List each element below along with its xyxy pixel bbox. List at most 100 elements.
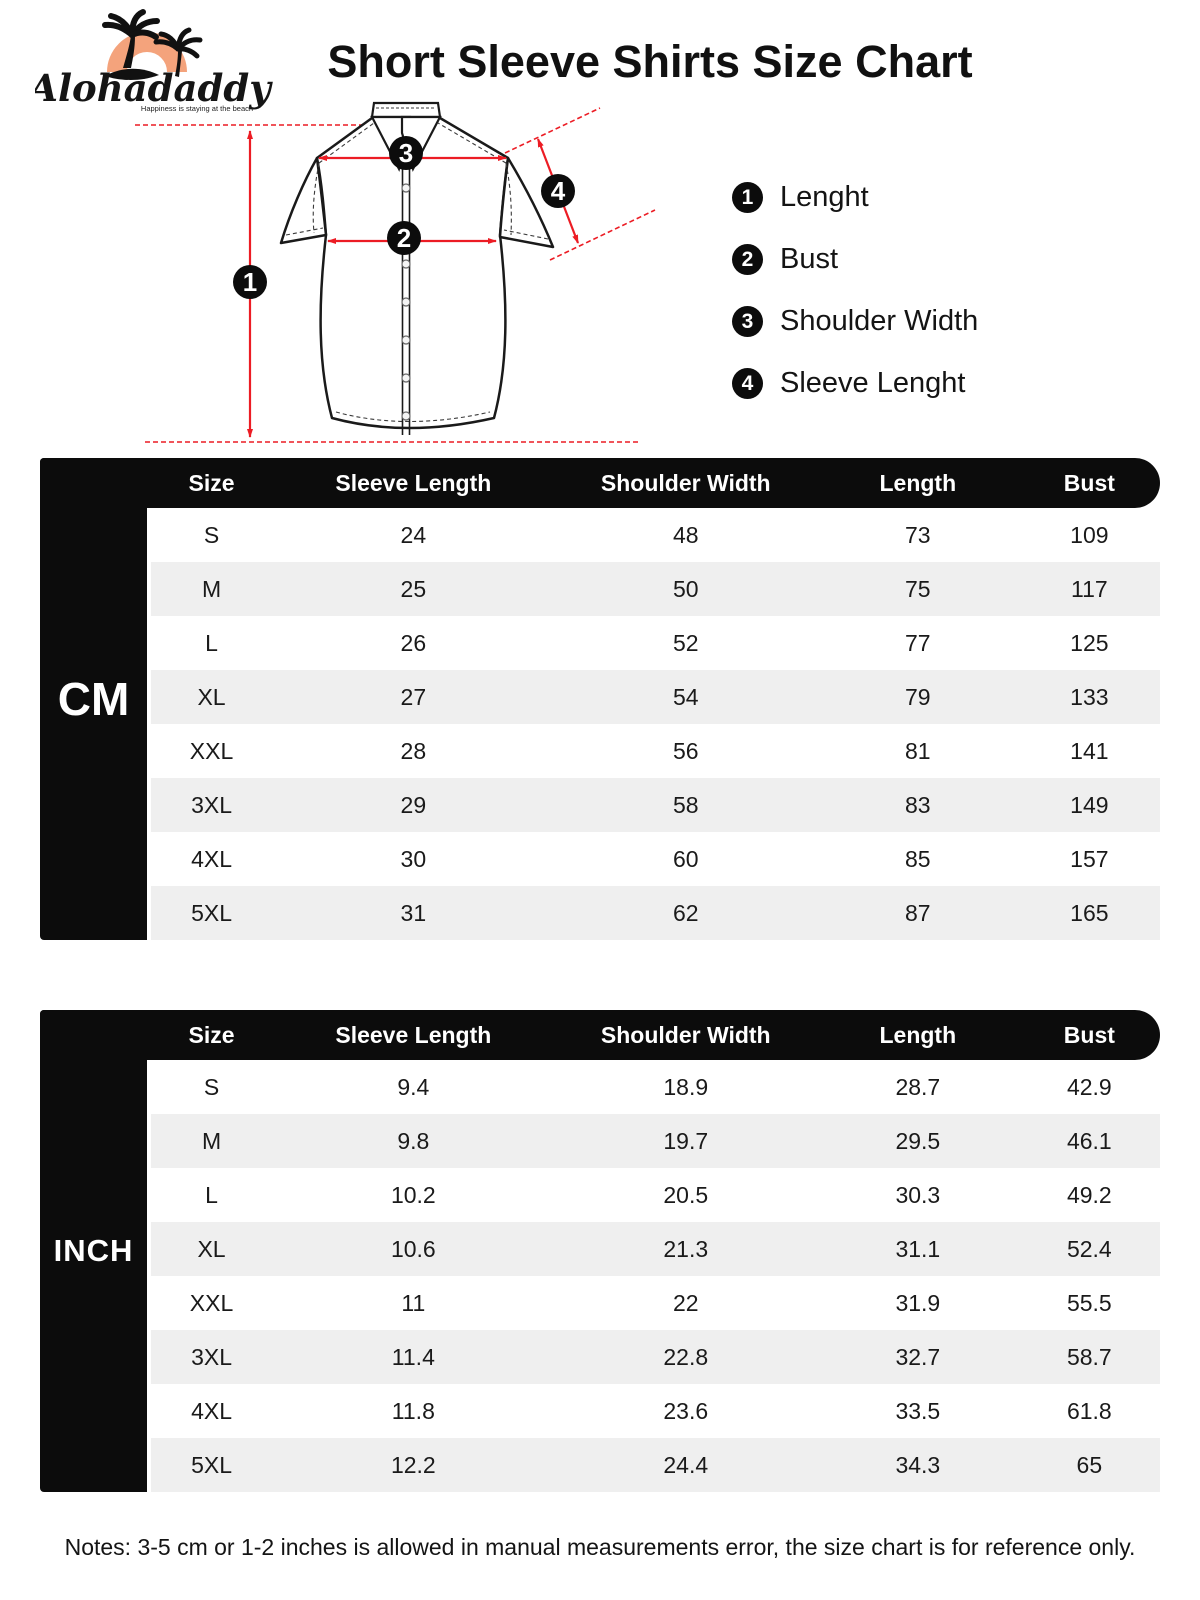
header-cell: Shoulder Width <box>600 469 771 496</box>
table-cell: XL <box>197 683 226 710</box>
table-cell: 19.7 <box>663 1127 709 1154</box>
table-cell: 22.8 <box>663 1343 709 1370</box>
table-cell: XXL <box>189 737 234 764</box>
header-cell: Shoulder Width <box>600 1021 771 1048</box>
table-cell: 29.5 <box>895 1127 941 1154</box>
table-row: S 9.4 18.9 28.7 42.9 <box>151 1060 1160 1114</box>
table-cell: 87 <box>905 899 931 926</box>
table-cell: 11.8 <box>391 1397 435 1424</box>
table-row: 3XL 11.4 22.8 32.7 58.7 <box>151 1330 1160 1384</box>
table-cell: 62 <box>672 899 699 926</box>
palm-trunk-small-icon <box>175 50 182 77</box>
table-cell: 60 <box>672 845 699 872</box>
table-cell: 65 <box>1076 1451 1103 1478</box>
header-cell: Length <box>879 469 957 496</box>
legend-label-bust: Bust <box>780 243 839 275</box>
table-cell: 141 <box>1070 737 1109 764</box>
island-ground-icon <box>105 68 159 80</box>
table-cell: 79 <box>905 683 931 710</box>
table-cell: 18.9 <box>663 1073 709 1100</box>
measure-guides <box>135 124 640 443</box>
badge-3: 3 <box>389 136 423 170</box>
palm-tree-icon <box>102 9 160 40</box>
header-cell: Sleeve Length <box>335 1021 492 1048</box>
header-cell: Sleeve Length <box>335 469 492 496</box>
table-row: XXL 11 22 31.9 55.5 <box>151 1276 1160 1330</box>
table-row: 5XL 12.2 24.4 34.3 65 <box>151 1438 1160 1492</box>
table-cell: 24 <box>400 521 427 548</box>
table-cell: XL <box>197 1235 226 1262</box>
table-cell: 58 <box>672 791 699 818</box>
table-cell: 133 <box>1070 683 1109 710</box>
table-header-cm: Size Sleeve Length Shoulder Width Length Bus… <box>40 458 1160 508</box>
table-cell: 4XL <box>191 845 232 872</box>
table-row: XL 10.6 21.3 31.1 52.4 <box>151 1222 1160 1276</box>
table-cell: 30.3 <box>895 1181 941 1208</box>
table-cell: S <box>203 521 220 548</box>
legend-badge-2: 2 <box>732 244 763 275</box>
measurement-legend: 1 Lenght 2 Bust 3 Shoulder Width 4 Sleev… <box>732 181 979 430</box>
svg-text:4: 4 <box>551 176 566 206</box>
legend-label-shoulder-width: Shoulder Width <box>780 305 979 337</box>
table-cell: 29 <box>400 791 427 818</box>
brand-tagline: Happiness is staying at the beach <box>141 104 253 113</box>
table-cell: 3XL <box>191 791 232 818</box>
table-cell: 52.4 <box>1066 1235 1112 1262</box>
table-rows-inch: S 9.4 18.9 28.7 42.9 M 9.8 19.7 29.5 46.1 L 10.2 20.… <box>151 1060 1160 1492</box>
table-row: 5XL 31 62 87 165 <box>151 886 1160 940</box>
unit-label-cm: CM <box>40 458 147 940</box>
table-cell: 58.7 <box>1066 1343 1112 1370</box>
table-cell: 85 <box>905 845 931 872</box>
table-cell: 117 <box>1071 575 1108 602</box>
table-row: 4XL 30 60 85 157 <box>151 832 1160 886</box>
legend-badge-1: 1 <box>732 182 763 213</box>
legend-label-sleeve-length: Sleeve Lenght <box>780 367 966 399</box>
table-cell: 149 <box>1070 791 1109 818</box>
table-cell: 50 <box>672 575 699 602</box>
page-title: Short Sleeve Shirts Size Chart <box>327 36 973 87</box>
header-cell: Bust <box>1063 1021 1115 1048</box>
sleeve-guide-lower <box>549 209 656 261</box>
table-cell: 56 <box>672 737 699 764</box>
table-cell: 77 <box>905 629 931 656</box>
table-cell: 83 <box>905 791 931 818</box>
svg-text:3: 3 <box>399 138 413 168</box>
table-cell: 52 <box>672 629 699 656</box>
table-cell: 28.7 <box>895 1073 941 1100</box>
table-row: M 25 50 75 117 <box>151 562 1160 616</box>
header-cell: Size <box>188 469 235 496</box>
unit-label-inch: INCH <box>40 1010 147 1492</box>
measure-badges: 1 2 3 4 <box>233 136 575 299</box>
table-cell: 23.6 <box>663 1397 709 1424</box>
brand-logo: Alohadaddy Happiness is staying at the b… <box>35 9 273 113</box>
table-cell: 24.4 <box>663 1451 709 1478</box>
shirt-diagram: 1 2 3 4 <box>135 101 656 443</box>
table-cell: 3XL <box>191 1343 232 1370</box>
table-cell: 46.1 <box>1066 1127 1112 1154</box>
sleeve-guide-upper <box>504 107 601 154</box>
legend-item-sleeve-length: 4 Sleeve Lenght <box>732 367 978 399</box>
table-cell: 11.4 <box>391 1343 435 1370</box>
table-cell: 28 <box>400 737 427 764</box>
table-cell: 11 <box>401 1289 426 1316</box>
table-row: L 26 52 77 125 <box>151 616 1160 670</box>
legend-badge-3: 3 <box>732 306 763 337</box>
table-cell: 33.5 <box>895 1397 941 1424</box>
palm-tree-small-icon <box>153 27 203 59</box>
brand-name: Alohadaddy <box>35 66 273 110</box>
table-cell: 34.3 <box>895 1451 941 1478</box>
table-cell: 27 <box>400 683 427 710</box>
table-cell: 31.1 <box>895 1235 941 1262</box>
table-cell: 20.5 <box>663 1181 709 1208</box>
table-header-inch: Size Sleeve Length Shoulder Width Length Bus… <box>40 1010 1160 1060</box>
table-cell: 9.8 <box>397 1127 430 1154</box>
collar-band <box>370 101 442 119</box>
table-cell: 12.2 <box>390 1451 436 1478</box>
table-cell: 10.6 <box>390 1235 436 1262</box>
table-rows-cm: S 24 48 73 109 M 25 50 75 117 L 26 52 77 125 XL 27 54 79 13… <box>151 508 1160 940</box>
legend-item-length: 1 Lenght <box>732 181 978 213</box>
table-cell: XXL <box>189 1289 234 1316</box>
table-cell: S <box>203 1073 220 1100</box>
table-cell: 81 <box>905 737 931 764</box>
badge-4: 4 <box>541 174 575 208</box>
